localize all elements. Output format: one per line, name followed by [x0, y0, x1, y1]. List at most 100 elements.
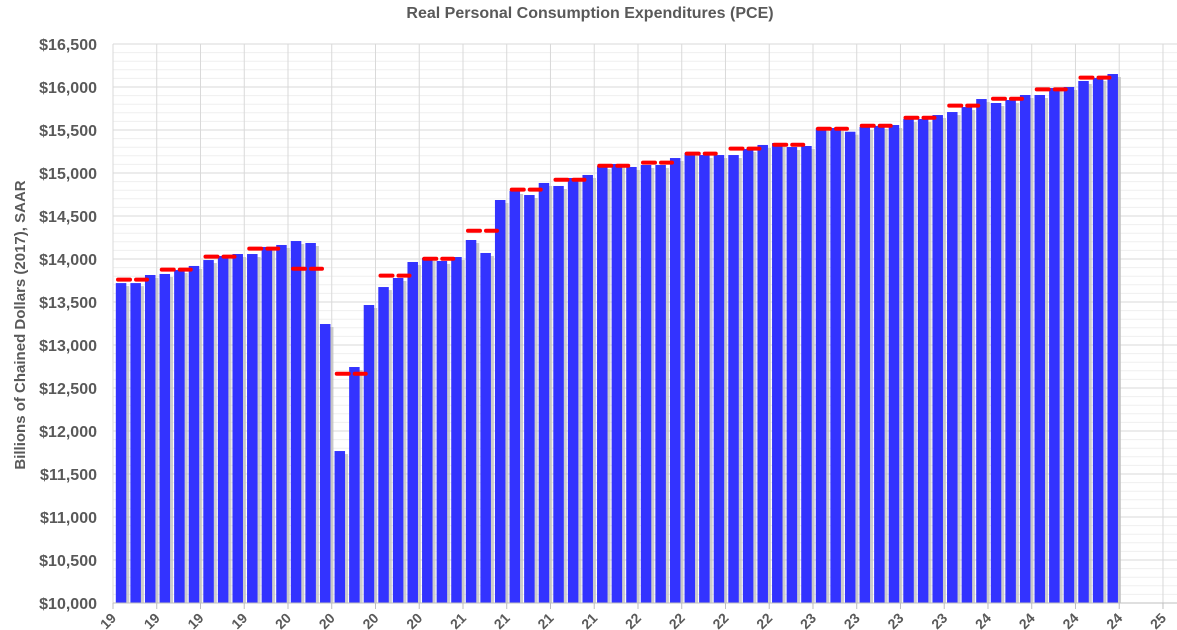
bar — [319, 324, 331, 603]
bar — [480, 252, 491, 604]
bar — [261, 246, 273, 603]
x-axis: 19 19 19 19 20 20 20 20 21 21 21 21 22 22 22 22 23 23 23 23… — [97, 602, 1177, 630]
y-tick-label: $13,000 — [39, 338, 97, 355]
bars — [115, 74, 1121, 604]
bar — [626, 166, 637, 604]
bar — [436, 260, 448, 603]
quarterly-average-dashes — [116, 75, 1112, 376]
bar — [611, 163, 623, 603]
bar — [494, 200, 506, 603]
bar — [538, 182, 550, 603]
chart-title: Real Personal Consumption Expenditures (… — [406, 5, 773, 22]
y-tick-label: $15,000 — [39, 166, 97, 183]
bar — [757, 144, 768, 604]
bar — [203, 260, 214, 603]
bar — [772, 142, 783, 603]
bar — [524, 195, 535, 604]
bar — [290, 241, 302, 603]
bar — [509, 190, 521, 603]
bar — [874, 125, 885, 603]
bar — [947, 112, 958, 603]
bar — [276, 244, 287, 603]
bar — [830, 128, 841, 603]
x-tick-label: 19 — [184, 610, 206, 630]
bar — [990, 102, 1002, 603]
bar — [1092, 77, 1104, 604]
bar — [582, 174, 593, 603]
bar — [669, 158, 681, 603]
x-tick-label: 21 — [447, 610, 469, 630]
bar — [932, 115, 943, 603]
bar — [844, 131, 856, 603]
bar — [451, 257, 462, 603]
bar — [188, 265, 200, 603]
bar — [349, 367, 360, 603]
bar — [859, 126, 871, 604]
x-tick-label: 19 — [141, 610, 163, 630]
x-tick-label: 22 — [622, 610, 644, 630]
x-tick-label: 22 — [709, 610, 731, 630]
bar — [888, 125, 900, 604]
bar — [1005, 99, 1016, 604]
x-tick-label: 22 — [753, 610, 775, 630]
bar — [640, 165, 652, 603]
bar — [115, 283, 127, 603]
bar — [1034, 94, 1046, 604]
bar — [713, 155, 725, 603]
x-tick-label: 20 — [403, 610, 425, 630]
bar — [1049, 88, 1060, 604]
x-tick-label: 21 — [578, 610, 600, 630]
y-tick-label: $10,000 — [39, 596, 97, 613]
bar — [1107, 74, 1118, 604]
bar — [815, 128, 827, 603]
x-tick-label: 20 — [359, 610, 381, 630]
bar — [334, 451, 346, 603]
bar — [597, 166, 608, 603]
bar — [378, 287, 389, 603]
y-tick-label: $16,000 — [39, 80, 97, 97]
bar — [130, 283, 141, 603]
y-tick-label: $11,500 — [40, 467, 97, 484]
bar — [363, 305, 375, 603]
bar — [407, 262, 418, 603]
x-tick-label: 21 — [534, 610, 556, 630]
bar — [1063, 87, 1075, 603]
x-tick-label: 21 — [491, 610, 513, 630]
y-tick-label: $15,500 — [39, 123, 97, 140]
x-tick-label: 20 — [272, 610, 294, 630]
bar — [232, 254, 243, 603]
y-tick-label: $14,500 — [39, 209, 97, 226]
bar — [917, 118, 929, 603]
y-tick-label: $12,500 — [39, 381, 97, 398]
bar — [684, 152, 696, 603]
bar — [247, 254, 258, 603]
x-tick-label: 24 — [1103, 610, 1125, 630]
bar — [1019, 94, 1031, 604]
x-tick-label: 24 — [1016, 610, 1038, 630]
bar — [159, 273, 171, 603]
bar — [144, 274, 156, 603]
bar — [465, 239, 477, 603]
y-axis-ticks: $10,000 $10,500 $11,000 $11,500 $12,000 $12,5… — [39, 37, 97, 613]
bar — [961, 107, 973, 604]
x-tick-label: 19 — [97, 610, 119, 630]
bar — [174, 270, 185, 603]
y-axis-label: Billions of Chained Dollars (2017), SAAR — [12, 180, 29, 469]
y-tick-label: $13,500 — [39, 295, 97, 312]
y-tick-label: $14,000 — [39, 252, 97, 269]
y-tick-label: $12,000 — [39, 424, 97, 441]
x-tick-label: 24 — [1059, 610, 1081, 630]
bar — [567, 177, 579, 603]
bar — [392, 278, 404, 603]
bar — [305, 243, 316, 603]
bar — [217, 255, 229, 604]
bar — [976, 99, 987, 603]
bar — [728, 155, 739, 603]
x-tick-label: 22 — [666, 610, 688, 630]
x-tick-label: 23 — [841, 610, 863, 630]
x-tick-label: 20 — [316, 610, 338, 630]
y-tick-label: $10,500 — [39, 553, 97, 570]
bar — [553, 185, 564, 603]
bar — [655, 165, 666, 603]
